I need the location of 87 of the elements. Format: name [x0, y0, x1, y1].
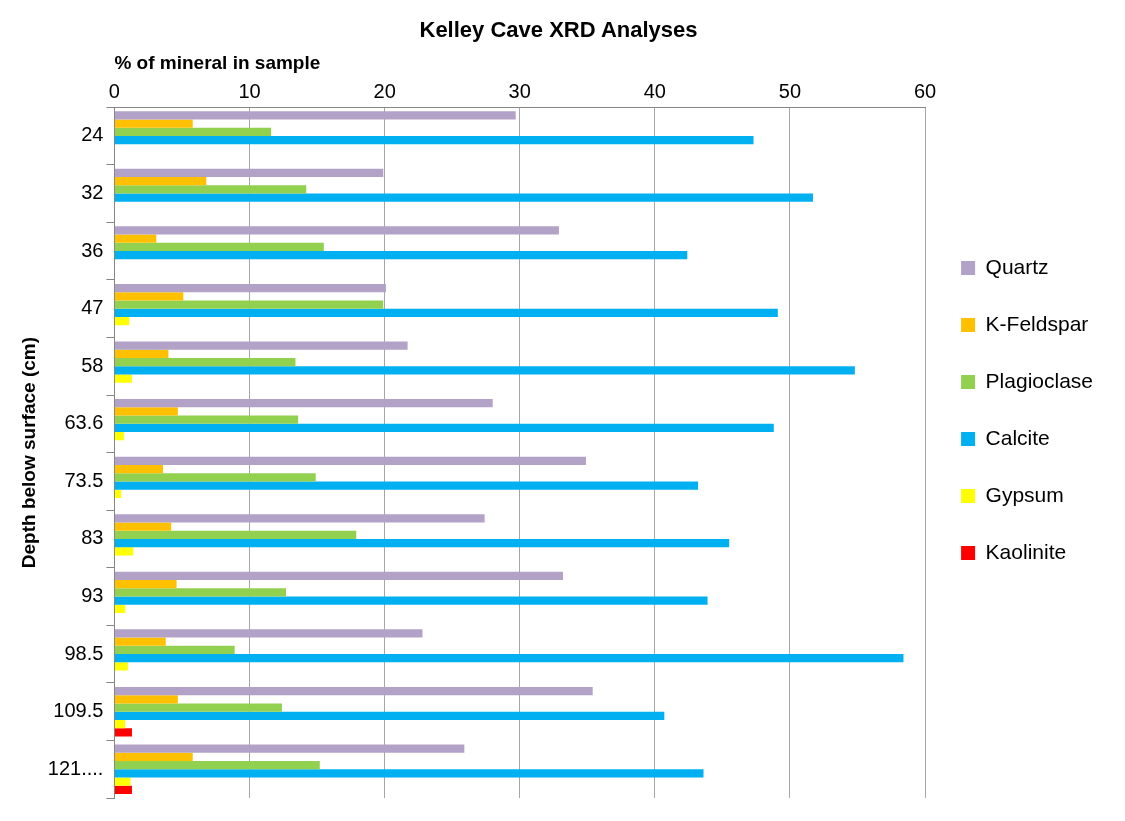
legend-label: Gypsum [985, 482, 1064, 506]
x-tick-label: 10 [238, 79, 261, 102]
bar [114, 242, 324, 252]
bar [114, 464, 164, 474]
bar [114, 637, 166, 646]
y-axis-title: Depth below surface (cm) [17, 336, 39, 569]
bar [114, 251, 688, 260]
bar [114, 481, 699, 490]
chart-title: Kelley Cave XRD Analyses [419, 17, 698, 43]
y-tick-label: 58 [81, 353, 104, 376]
bar [114, 341, 408, 350]
bar [114, 111, 516, 120]
bar [114, 119, 193, 128]
bar [114, 374, 132, 383]
y-tick-label: 36 [81, 238, 104, 261]
bar [114, 752, 193, 761]
x-tick-label: 0 [108, 79, 120, 102]
bar [114, 399, 493, 408]
y-tick-label: 121.... [47, 756, 104, 779]
bar [114, 473, 316, 482]
bar [114, 514, 485, 523]
y-tick-label: 83 [81, 526, 104, 549]
bar [114, 547, 134, 556]
x-tick-label: 60 [913, 79, 937, 102]
bar [114, 711, 665, 720]
x-tick-label: 40 [643, 79, 666, 102]
bar [114, 185, 307, 194]
bar [114, 571, 563, 581]
bar [114, 349, 169, 358]
bar [114, 407, 178, 416]
bar [114, 703, 282, 712]
bar [114, 168, 384, 178]
legend-label: K-Feldspar [985, 311, 1089, 335]
legend-label: Plagioclase [985, 368, 1094, 392]
legend-label: Quartz [985, 254, 1049, 278]
y-tick-label: 73.5 [64, 468, 104, 491]
y-tick-label: 24 [81, 123, 104, 146]
x-tick-label: 20 [373, 79, 396, 102]
bar [114, 283, 386, 293]
y-tick-label: 47 [81, 296, 104, 319]
bar [114, 719, 126, 729]
bar [114, 366, 855, 375]
y-tick-label: 98.5 [64, 641, 104, 664]
bar [114, 538, 730, 548]
bar [114, 728, 132, 737]
bar [114, 193, 813, 202]
bar [114, 744, 465, 753]
bar [114, 777, 131, 786]
bar [114, 415, 299, 424]
bar [114, 135, 754, 145]
bar [114, 604, 126, 614]
bar [114, 588, 286, 597]
bar [114, 432, 124, 441]
y-tick-label: 32 [81, 181, 104, 204]
bar [114, 300, 384, 309]
bar [114, 785, 132, 794]
bar [114, 695, 178, 704]
bar [114, 645, 235, 655]
x-axis-title: % of mineral in sample [114, 52, 321, 74]
legend-label: Kaolinite [985, 539, 1067, 563]
bar [114, 316, 130, 326]
bar [114, 522, 172, 531]
y-tick-label: 93 [81, 584, 104, 607]
bar [114, 530, 357, 539]
bar [114, 127, 272, 136]
y-tick-label: 109.5 [53, 699, 104, 722]
bar [114, 596, 708, 605]
bar [114, 629, 423, 638]
bar [114, 226, 559, 235]
bar [114, 489, 122, 498]
bar [114, 654, 904, 663]
legend-label: Calcite [985, 425, 1050, 449]
bar [114, 292, 184, 301]
bar [114, 308, 778, 317]
bar [114, 456, 586, 465]
x-tick-label: 50 [778, 79, 802, 102]
bar [114, 662, 128, 671]
bar [114, 580, 177, 589]
x-tick-label: 30 [508, 79, 531, 102]
bar [114, 423, 774, 433]
bar [114, 177, 207, 186]
bar [114, 686, 593, 696]
bar [114, 234, 157, 243]
bar [114, 769, 704, 778]
bar [114, 760, 320, 770]
bar [114, 358, 296, 367]
y-tick-label: 63.6 [64, 411, 104, 434]
